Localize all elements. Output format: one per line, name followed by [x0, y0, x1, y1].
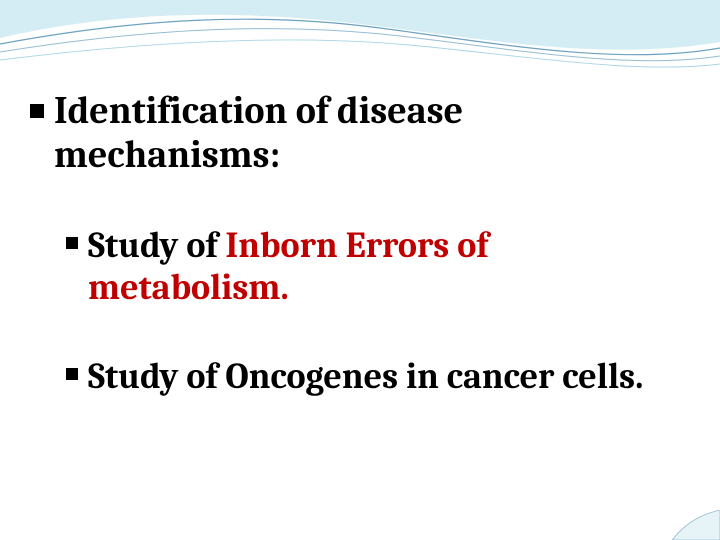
- sub1-lead: Study of: [88, 225, 225, 266]
- wave-fill: [0, 0, 720, 50]
- square-bullet-icon: [30, 104, 44, 118]
- wave-line-3: [0, 40, 720, 67]
- sub-bullet-2-text: Study of Oncogenes in cancer cells.: [88, 356, 643, 397]
- heading-prefix: Identification of disease: [54, 89, 463, 133]
- slide-content: Identification of disease mechanisms: St…: [30, 90, 690, 446]
- heading-text: Identification of disease mechanisms:: [54, 90, 690, 177]
- sub2-lead: Study of: [88, 356, 225, 397]
- square-bullet-icon: [66, 237, 78, 249]
- wave-header: [0, 0, 720, 80]
- corner-accent: [672, 510, 720, 540]
- square-bullet-icon: [66, 368, 78, 380]
- wave-line-1: [0, 19, 720, 55]
- wave-line-2: [0, 29, 720, 61]
- corner-curve: [672, 510, 720, 540]
- heading-suffix: mechanisms:: [54, 133, 280, 177]
- sub-bullet-2: Study of Oncogenes in cancer cells.: [66, 356, 690, 397]
- sub-bullet-1: Study of Inborn Errors of metabolism.: [66, 225, 690, 308]
- heading-bullet: Identification of disease mechanisms:: [30, 90, 690, 177]
- sub-bullet-1-text: Study of Inborn Errors of metabolism.: [88, 225, 690, 308]
- sub2-emphasis: Oncogenes in cancer cells.: [225, 356, 643, 397]
